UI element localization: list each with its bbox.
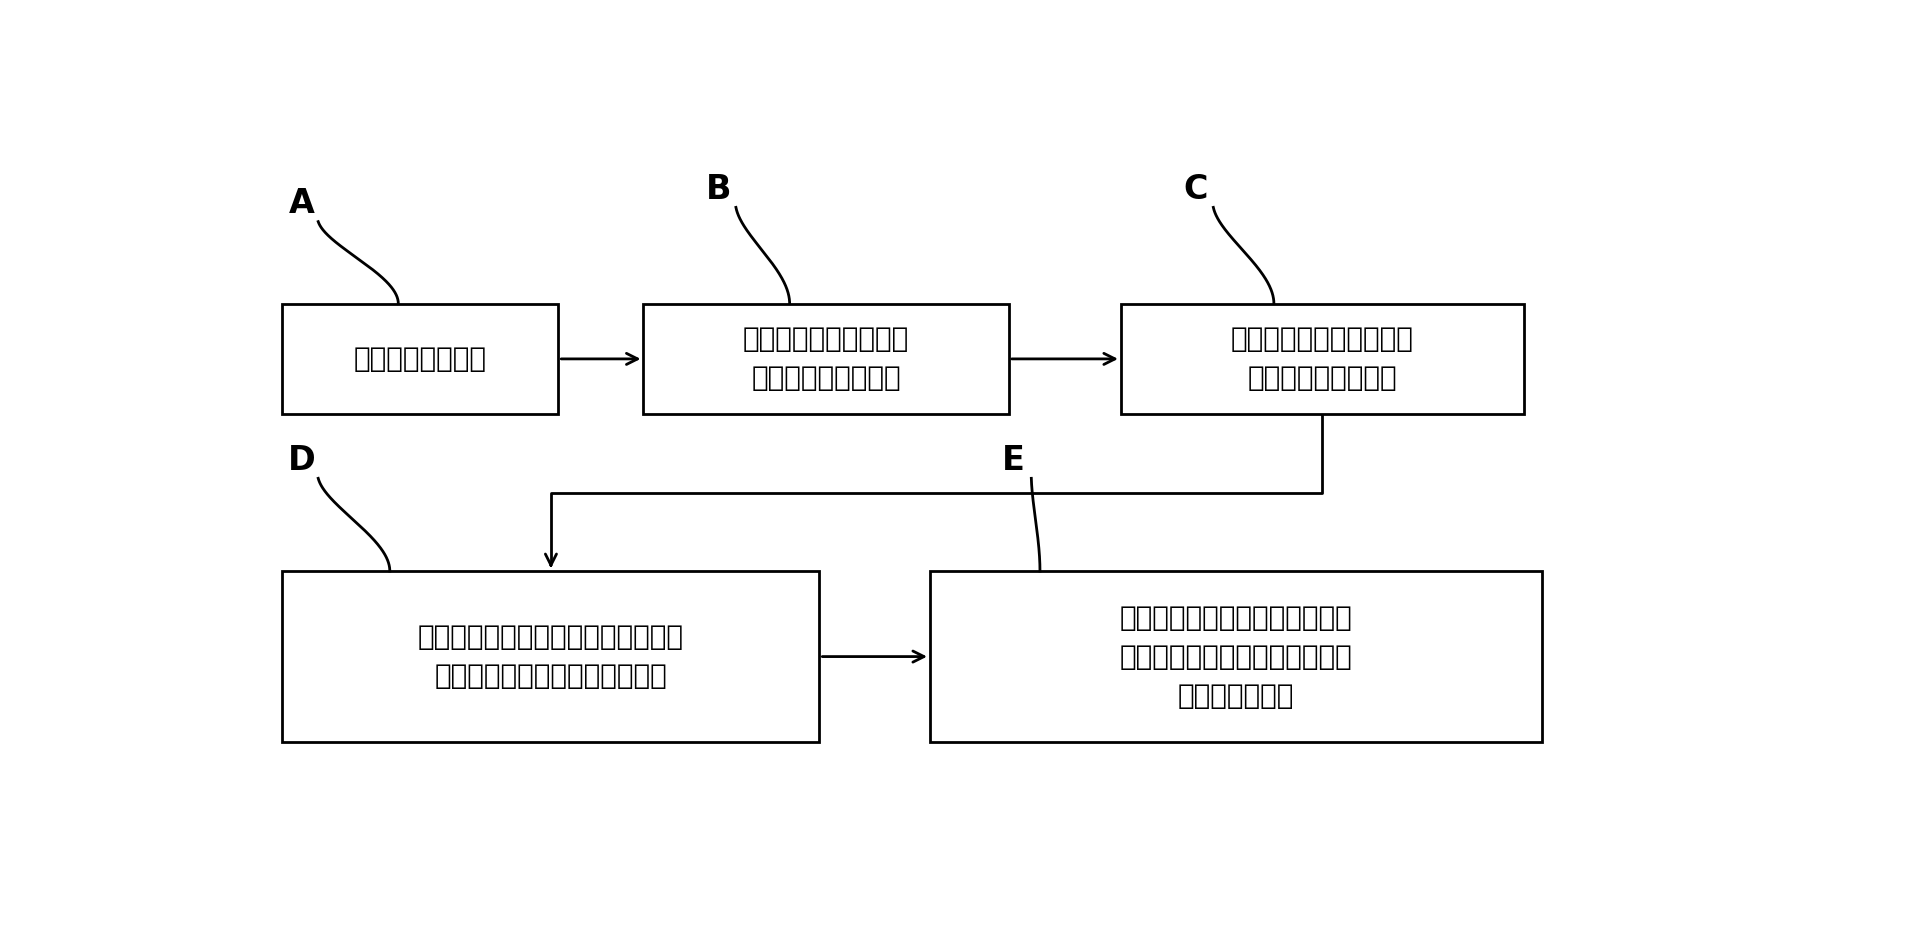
Text: C: C [1184, 173, 1209, 206]
Text: D: D [289, 444, 316, 477]
Text: B: B [706, 173, 732, 206]
Text: A: A [289, 187, 314, 220]
Text: 光谱四则运算分析及模拟光色运算，
或直接存入光色光谱数据库建档: 光谱四则运算分析及模拟光色运算， 或直接存入光色光谱数据库建档 [418, 623, 683, 690]
FancyBboxPatch shape [643, 304, 1009, 414]
FancyBboxPatch shape [283, 571, 820, 742]
Text: 定量校正转换光谱讯号
或呼叫定量光谱档案: 定量校正转换光谱讯号 或呼叫定量光谱档案 [743, 325, 909, 393]
FancyBboxPatch shape [283, 304, 558, 414]
Text: 将分析与仿真完成的光谱及视觉
光色数据存入光谱档案数据库，
或直接结束程式: 将分析与仿真完成的光谱及视觉 光色数据存入光谱档案数据库， 或直接结束程式 [1118, 604, 1351, 709]
FancyBboxPatch shape [1120, 304, 1525, 414]
FancyBboxPatch shape [930, 571, 1542, 742]
Text: 样品光谱讯号攅取: 样品光谱讯号攅取 [354, 344, 487, 373]
Text: 转换定量光谱为辐射功率
参数及视觉光色参数: 转换定量光谱为辐射功率 参数及视觉光色参数 [1230, 325, 1413, 393]
Text: E: E [1001, 444, 1024, 477]
